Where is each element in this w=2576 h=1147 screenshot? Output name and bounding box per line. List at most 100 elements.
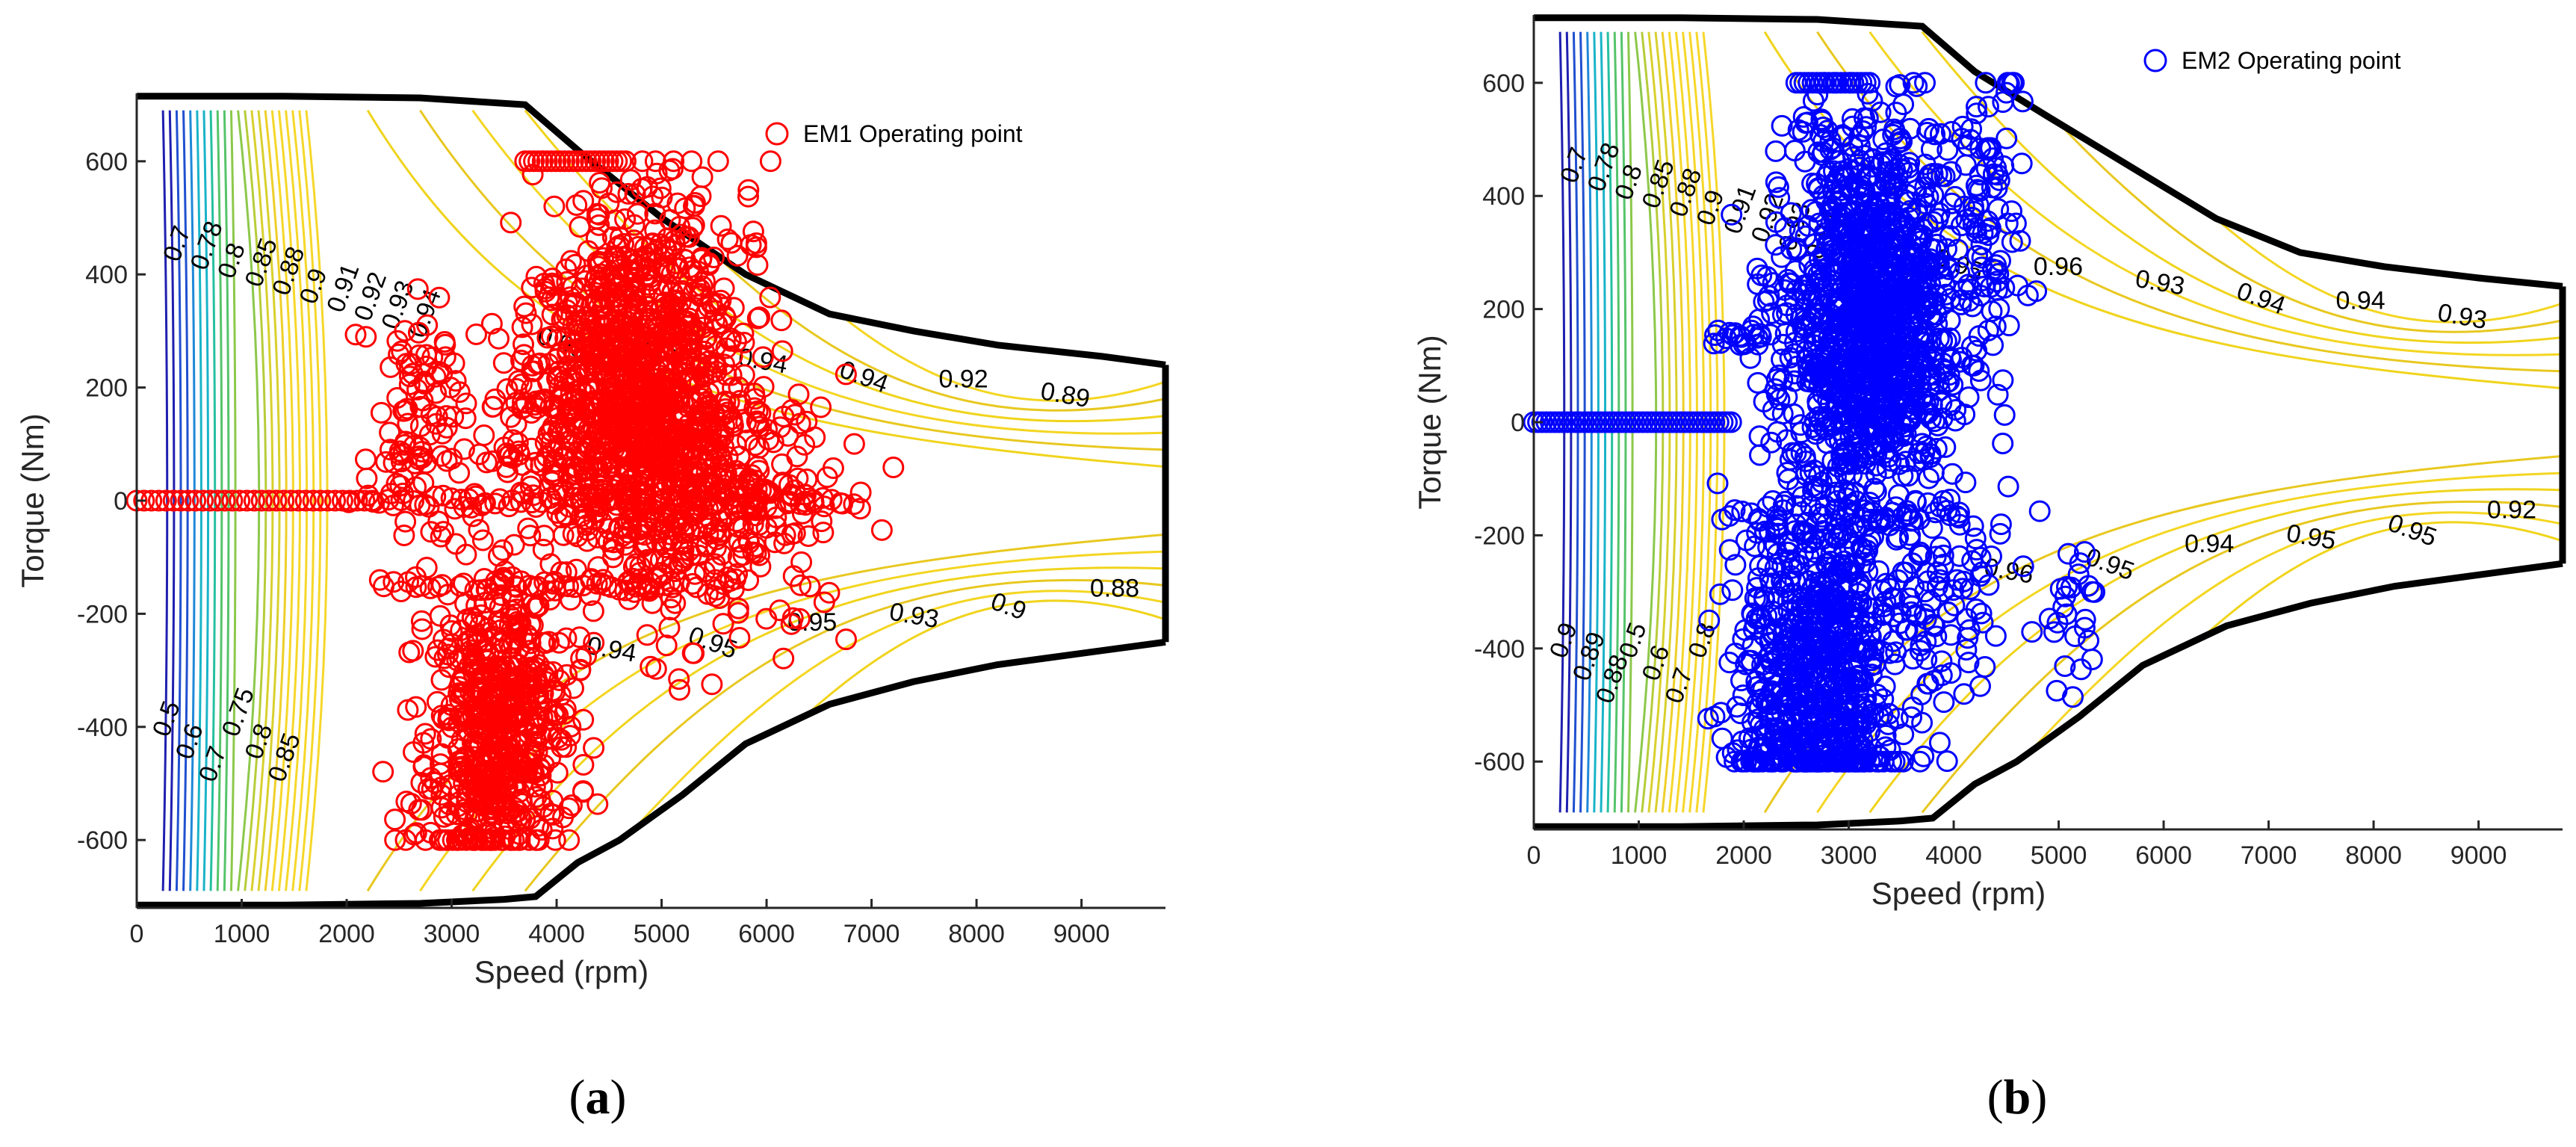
operating-point (598, 350, 620, 373)
operating-point (527, 654, 550, 676)
operating-point (562, 292, 584, 315)
operating-point (552, 380, 575, 403)
operating-point (471, 529, 494, 551)
operating-point (221, 489, 244, 512)
operating-point (640, 242, 663, 265)
operating-point (623, 214, 645, 236)
operating-point (515, 302, 537, 324)
operating-point (214, 489, 236, 512)
operating-point (453, 705, 476, 728)
contour-value-label: 0.96 (2034, 253, 2083, 281)
x-tick-label: 3000 (424, 920, 480, 948)
lower-envelope-line (137, 638, 1166, 909)
contour-value-label: 0.94 (2233, 276, 2289, 320)
operating-point (1997, 475, 2019, 498)
operating-point (576, 530, 598, 552)
operating-point (585, 227, 607, 250)
operating-point (148, 489, 170, 512)
operating-point (1969, 675, 1991, 697)
operating-points (126, 150, 905, 851)
y-tick-label: -200 (77, 600, 128, 628)
operating-point (493, 436, 515, 459)
operating-point (397, 699, 419, 721)
operating-point (607, 466, 630, 487)
operating-point (519, 475, 542, 498)
operating-point (287, 489, 309, 512)
operating-point (243, 489, 265, 512)
operating-point (552, 445, 575, 467)
operating-point (519, 613, 542, 636)
operating-point (542, 274, 564, 297)
operating-point (582, 600, 604, 622)
operating-point (500, 211, 522, 234)
operating-point (1996, 127, 2018, 149)
operating-point (468, 519, 490, 541)
operating-point (498, 670, 520, 693)
operating-point (737, 185, 759, 208)
operating-point (2078, 629, 2099, 652)
operating-point (701, 673, 723, 696)
operating-point (759, 150, 781, 173)
operating-point (600, 452, 622, 474)
operating-point (712, 613, 734, 635)
contour-line (577, 590, 1165, 892)
operating-point (465, 634, 488, 656)
operating-point (473, 424, 495, 446)
operating-point (583, 269, 606, 291)
operating-point (704, 300, 726, 322)
operating-point (555, 627, 578, 649)
operating-point (740, 234, 762, 256)
contour-line (291, 110, 315, 891)
y-tick-label: 600 (85, 148, 128, 176)
operating-point (384, 829, 406, 851)
panel-label: (a) (569, 1070, 627, 1125)
operating-point (543, 463, 566, 486)
operating-point (511, 454, 533, 476)
operating-point (679, 333, 702, 356)
operating-point (424, 646, 447, 668)
operating-point (486, 670, 509, 692)
operating-point (511, 316, 533, 338)
operating-point (1749, 444, 1771, 466)
contour-line (298, 110, 322, 891)
operating-point (530, 764, 552, 787)
operating-point (544, 829, 566, 851)
operating-point (633, 414, 655, 436)
operating-point (569, 626, 591, 649)
operating-point (612, 283, 634, 306)
operating-point (661, 324, 684, 347)
operating-point (631, 150, 654, 173)
operating-point (707, 150, 729, 173)
x-tick-label: 5000 (634, 920, 690, 948)
operating-point (606, 237, 628, 259)
torque-envelope (137, 93, 1169, 909)
operating-point (558, 829, 580, 851)
operating-point (626, 202, 648, 225)
operating-point (1933, 691, 1955, 714)
operating-point (280, 489, 302, 512)
operating-point (623, 280, 645, 303)
operating-point (384, 809, 406, 831)
operating-point (533, 664, 555, 686)
operating-point (588, 296, 610, 318)
operating-point (641, 232, 663, 255)
operating-point (133, 489, 155, 512)
operating-point (502, 746, 524, 769)
operating-point (1783, 140, 1806, 161)
operating-point (563, 412, 585, 435)
operating-point (726, 244, 749, 267)
y-tick-label: 0 (114, 487, 128, 516)
operating-point (618, 377, 640, 400)
operating-point (556, 270, 578, 293)
operating-point (770, 309, 793, 332)
operating-point (584, 291, 607, 314)
operating-point (681, 572, 704, 595)
operating-point (451, 729, 473, 751)
operating-point (562, 523, 584, 545)
operating-point (659, 208, 681, 231)
operating-point (725, 330, 747, 353)
contour-value-label: 0.95 (2384, 509, 2440, 552)
x-tick-label: 4000 (528, 920, 585, 948)
x-tick-label: 6000 (738, 920, 795, 948)
